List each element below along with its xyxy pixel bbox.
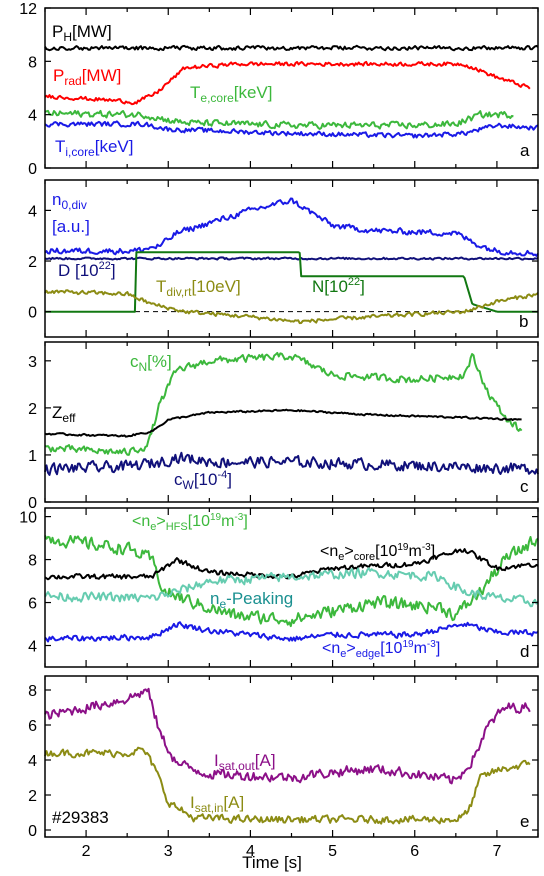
panel-letter-c: c: [520, 477, 529, 496]
label-d-flux: D [1022]: [58, 260, 116, 280]
panel-b-labels: n0,div [a.u.] D [1022] Tdiv,rt[10eV] N[1…: [52, 190, 528, 331]
panel-letter-e: e: [520, 812, 529, 831]
label-prad: Prad[MW]: [53, 66, 121, 88]
y-tick-label: 4: [28, 108, 37, 125]
series-n_e-Peaking: [44, 567, 539, 608]
y-tick-label: 8: [28, 553, 37, 570]
y-tick-label: 8: [28, 54, 37, 71]
x-axis-label: Time [s]: [242, 853, 302, 872]
label-ti-core: Ti,core[keV]: [55, 137, 133, 159]
label-ne-peaking: ne-Peaking: [210, 589, 293, 611]
series-<n_e>_HFS[10^19m^-3]: [44, 535, 539, 628]
label-isat-out: Isat,out[A]: [214, 751, 276, 773]
x-tick-label: 2: [82, 843, 91, 860]
panel-a: 0 4 8 12: [19, 1, 539, 178]
y-tick-label: 1: [28, 448, 37, 465]
y-tick-label: 4: [28, 639, 37, 656]
y-tick-label: 2: [28, 254, 37, 271]
series-N[10^22]: [45, 251, 538, 313]
label-n-flux: N[1022]: [312, 276, 365, 296]
x-tick-label: 6: [410, 843, 419, 860]
panel-e-labels: Isat,out[A] Isat,in[A] #29383 e: [52, 751, 529, 831]
label-n0-div: n0,div: [52, 190, 87, 212]
y-tick-label: 8: [28, 683, 37, 700]
panel-frame: [44, 507, 539, 668]
series-T_div,rt[10eV]: [44, 289, 539, 325]
panel-d-labels: <ne>HFS[1019m-3] <ne>core[1019m-3] ne-Pe…: [132, 512, 529, 661]
label-cw: cW[10-4]: [174, 469, 232, 492]
series-T_e,core[keV]: [44, 109, 514, 130]
shot-number: #29383: [52, 808, 109, 827]
panel-e: 0 2 4 6 8 2 3 4 5 6 7: [28, 675, 539, 860]
y-tick-label: 0: [28, 161, 37, 178]
label-ne-hfs: <ne>HFS[1019m-3]: [132, 512, 248, 533]
series-<n_e>_edge[10^19m^-3]: [44, 621, 539, 643]
y-tick-label: 0: [28, 305, 37, 322]
y-tick-label: 4: [28, 753, 37, 770]
panel-a-labels: PH[MW] Prad[MW] Te,core[keV] Ti,core[keV…: [52, 22, 530, 160]
series-I_sat,in[A]: [44, 746, 531, 825]
panel-letter-d: d: [520, 642, 529, 661]
y-tick-label: 6: [28, 596, 37, 613]
y-tick-label: 2: [28, 401, 37, 418]
label-n0-unit: [a.u.]: [52, 217, 90, 236]
y-tick-label: 4: [28, 203, 37, 220]
label-isat-in: Isat,in[A]: [190, 793, 244, 815]
series-n_0,div[a.u.]: [44, 197, 539, 257]
series-D [10^22]: [44, 256, 539, 261]
y-tick-label: 6: [28, 718, 37, 735]
label-ne-core: <ne>core[1019m-3]: [320, 542, 435, 563]
series-P_rad[MW]: [44, 60, 531, 106]
x-tick-label: 3: [164, 843, 173, 860]
label-ne-edge: <ne>edge[1019m-3]: [322, 639, 440, 660]
series-c_N[%]: [44, 351, 523, 456]
series-c_W[10^-4]: [44, 451, 539, 476]
panel-c-labels: cN[%] Zeff cW[10-4] c: [52, 352, 529, 496]
y-tick-label: 0: [28, 495, 37, 512]
panel-d: 4 6 8 10: [19, 507, 539, 668]
y-tick-label: 12: [19, 1, 37, 18]
label-zeff: Zeff: [52, 403, 76, 425]
y-tick-label: 0: [28, 823, 37, 840]
series-I_sat,out[A]: [44, 687, 531, 785]
panel-frame: [44, 341, 539, 503]
y-tick-label: 10: [19, 510, 37, 527]
series-P_H[MW]: [44, 44, 539, 52]
panel-letter-b: b: [519, 312, 528, 331]
series-T_i,core[keV]: [44, 120, 539, 139]
y-tick-label: 2: [28, 788, 37, 805]
x-tick-label: 4: [246, 843, 255, 860]
label-cn: cN[%]: [130, 352, 172, 374]
panel-c: 0 1 2 3: [28, 341, 539, 512]
y-tick-label: 3: [28, 354, 37, 371]
label-te-core: Te,core[keV]: [190, 83, 273, 105]
series-Z_eff: [44, 408, 522, 438]
panel-b: 0 2 4: [28, 179, 539, 338]
label-tdiv: Tdiv,rt[10eV]: [156, 277, 241, 299]
x-tick-label: 5: [328, 843, 337, 860]
label-ph: PH[MW]: [52, 22, 112, 44]
x-tick-label: 7: [492, 843, 501, 860]
panel-letter-a: a: [520, 141, 530, 160]
